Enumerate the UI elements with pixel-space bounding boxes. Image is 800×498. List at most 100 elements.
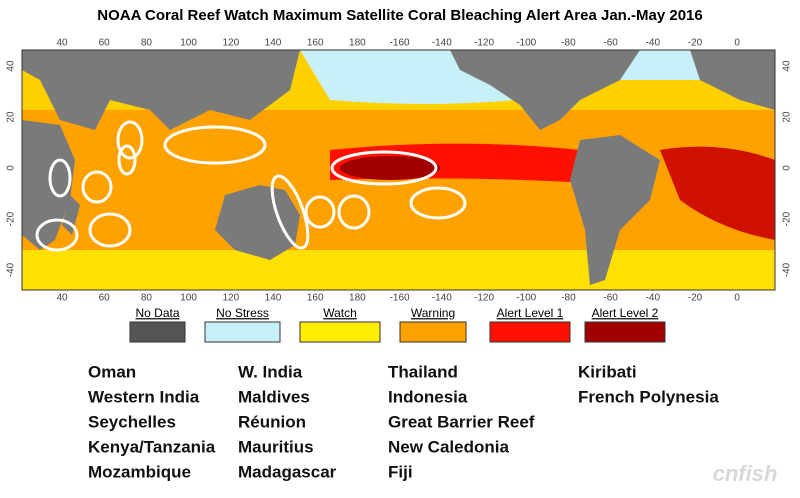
place-name: Maldives [238,387,310,406]
lat-tick-label: -40 [782,262,793,277]
lon-tick-label: 60 [99,38,111,49]
lon-tick-label: -80 [561,38,576,49]
legend-label: Alert Level 2 [592,306,659,320]
legend-label: Watch [323,306,357,320]
legend-swatch [129,321,186,343]
highlight-ellipses [35,120,467,252]
lon-tick-label: -140 [432,38,452,49]
lon-tick-label: 60 [99,293,111,304]
lon-tick-label: 80 [141,38,153,49]
lat-tick-label: -20 [782,211,793,226]
ellipse [116,120,144,160]
ellipse [35,218,79,252]
lon-tick-label: 40 [56,38,68,49]
legend-label: Alert Level 1 [497,306,564,320]
lon-tick-label: 100 [180,38,197,49]
place-name: Mauritius [238,437,314,456]
map-frame [21,49,776,291]
lon-tick-label: -80 [561,293,576,304]
place-name: W. India [238,362,303,381]
lon-tick-label: -120 [474,293,494,304]
place-name: New Caledonia [388,437,509,456]
lat-tick-label: 40 [782,60,793,72]
lon-tick-label: -40 [646,293,661,304]
place-name: Mozambique [88,462,191,481]
land-africa [22,120,75,250]
land-europe [690,50,775,110]
alert-band [660,146,775,240]
place-name: Great Barrier Reef [388,412,535,431]
ellipse [270,174,310,250]
lon-tick-label: 100 [180,293,197,304]
lon-tick-label: -20 [688,293,703,304]
lat-tick-label: 20 [782,111,793,123]
legend-label: No Data [135,306,179,320]
lon-tick-label: 0 [734,38,740,49]
alert-2 [340,156,440,180]
map [21,49,776,291]
lon-tick-label: 160 [307,38,324,49]
lon-tick-label: -100 [516,293,536,304]
ellipse [48,158,72,198]
land-north-america [450,50,640,130]
place-name: Oman [88,362,136,381]
place-name: Seychelles [88,412,176,431]
legend-swatch [489,321,571,343]
lat-tick-label: 0 [6,165,17,171]
ellipse [330,150,438,186]
lon-tick-label: -20 [688,38,703,49]
place-name: French Polynesia [578,387,719,406]
lon-tick-label: -160 [390,38,410,49]
lat-tick-label: -40 [6,262,17,277]
place-name: Réunion [238,412,306,431]
lat-tick-label: 20 [6,111,17,123]
lon-tick-label: -120 [474,38,494,49]
lon-tick-label: 80 [141,293,153,304]
ellipse [409,186,467,220]
lon-tick-label: -60 [603,38,618,49]
legend-label: No Stress [216,306,269,320]
lon-tick-label: 40 [56,293,68,304]
land-australia [215,185,300,260]
place-name: Fiji [388,462,413,481]
lon-tick-label: 140 [265,293,282,304]
lat-tick-label: -20 [6,211,17,226]
lon-tick-label: -160 [390,293,410,304]
ocean-south [22,250,775,290]
lon-tick-label: 160 [307,293,324,304]
lon-tick-label: -40 [646,38,661,49]
legend-swatch [299,321,381,343]
ellipse [163,125,267,165]
land-madagascar [62,195,80,235]
legend-swatch [399,321,467,343]
place-name: Kenya/Tanzania [88,437,216,456]
legend-swatch [204,321,281,343]
place-name: Indonesia [388,387,468,406]
lat-tick-label: 40 [6,60,17,72]
land-asia [22,50,300,130]
place-name: Madagascar [238,462,337,481]
lon-tick-label: 180 [349,293,366,304]
lon-tick-label: 140 [265,38,282,49]
legend-swatch [584,321,666,343]
lon-tick-label: -100 [516,38,536,49]
lon-tick-label: 0 [734,293,740,304]
place-name: Western India [88,387,200,406]
lon-tick-label: 180 [349,38,366,49]
watermark: cnfish [713,461,778,486]
ellipse [337,194,371,230]
ellipse [81,170,113,204]
title: NOAA Coral Reef Watch Maximum Satellite … [97,7,702,24]
ellipse [117,144,137,176]
lon-tick-label: 120 [222,293,239,304]
place-name: Kiribati [578,362,637,381]
lon-tick-label: 120 [222,38,239,49]
ellipse [304,195,336,229]
lat-tick-label: 0 [782,165,793,171]
lon-tick-label: -60 [603,293,618,304]
legend-label: Warning [411,306,455,320]
land-south-america [570,135,660,285]
place-name: Thailand [388,362,458,381]
